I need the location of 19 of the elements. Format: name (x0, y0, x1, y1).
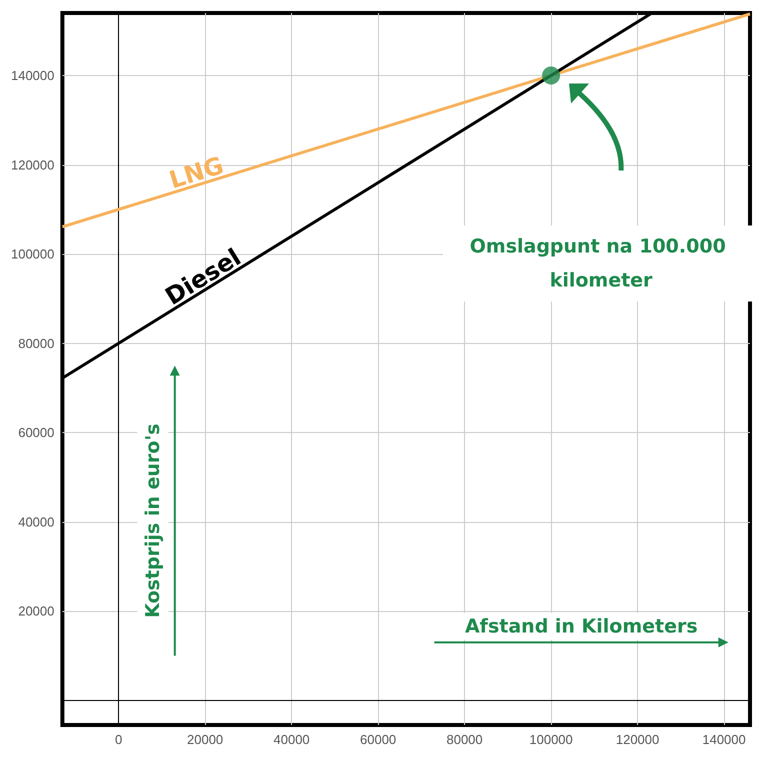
y-axis-title: Kostprijs in euro's (142, 424, 164, 618)
y-tick-label: 80000 (18, 336, 54, 351)
text: LNG (166, 151, 227, 194)
x-tick-label: 40000 (274, 732, 310, 747)
y-tick-label: 100000 (10, 246, 54, 262)
y-tick-label: 60000 (18, 425, 54, 440)
y-tick-label: 20000 (18, 604, 54, 619)
x-tick-label: 80000 (446, 732, 483, 747)
x-tick-label: 120000 (616, 732, 660, 747)
y-tick-label: 140000 (10, 68, 54, 83)
x-tick-label: 20000 (187, 732, 224, 747)
x-tick-label: 60000 (360, 732, 396, 747)
annotation: Omslagpunt na 100.000 kilometer (470, 235, 732, 292)
x-tick-label: 0 (114, 732, 122, 747)
x-tick-label: 140000 (702, 732, 746, 747)
x-tick-label: 100000 (529, 732, 573, 747)
y-tick-label: 120000 (10, 157, 54, 172)
y-tick-label: 40000 (18, 514, 54, 530)
x-axis-title: Afstand in Kilometers (464, 615, 698, 638)
